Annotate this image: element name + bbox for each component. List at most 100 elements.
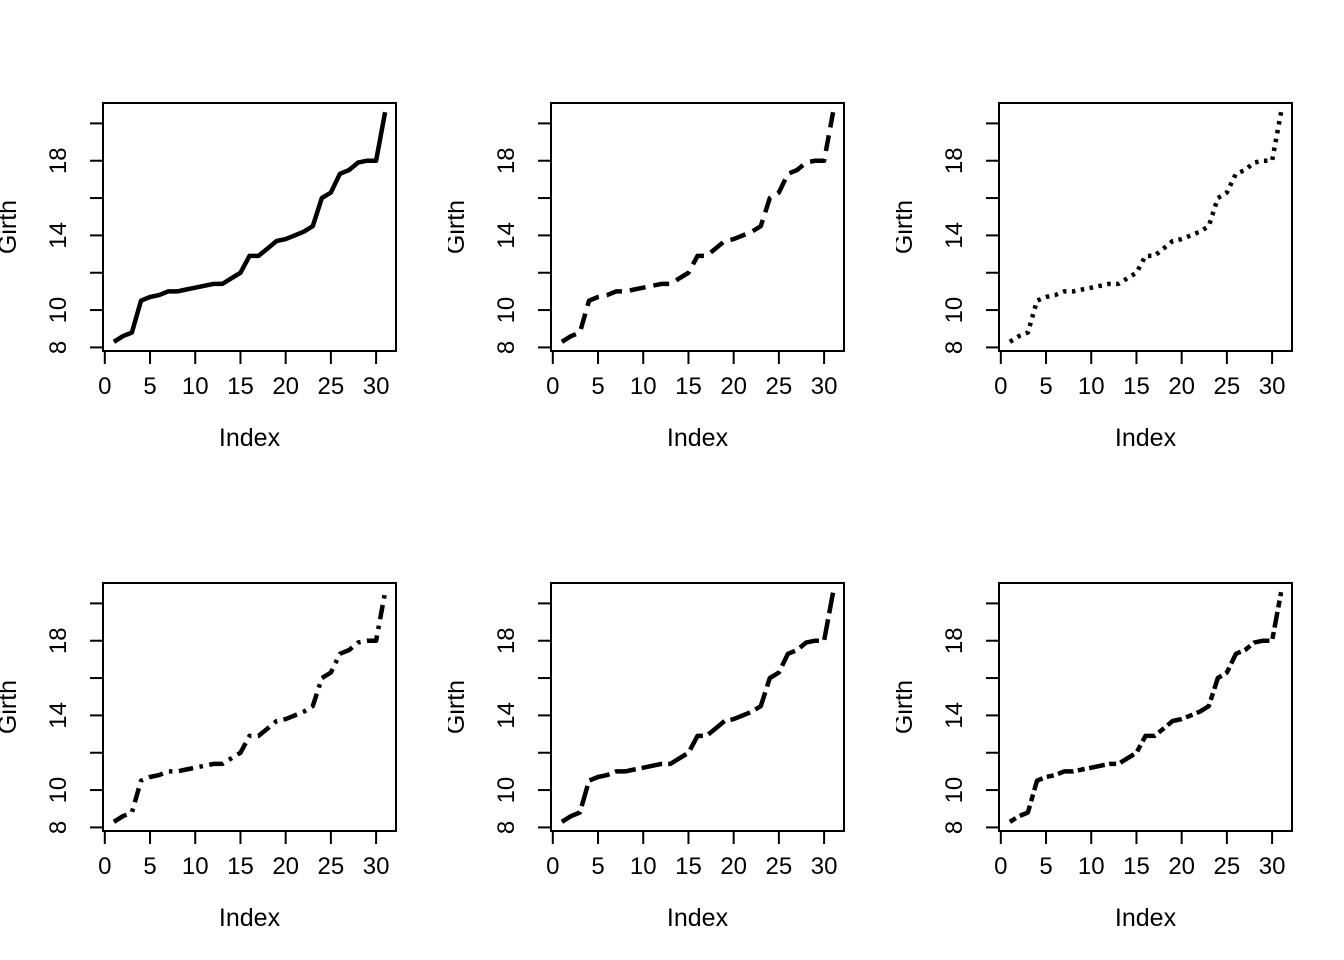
plot-svg-2: Index Girth 0 5 10 15 20 25 30 8 10 14 18 [448,102,845,452]
y-axis-title: Girth [0,680,22,734]
x-tick-label: 5 [591,373,604,400]
x-tick-label: 20 [272,373,299,400]
x-tick-label: 5 [591,853,604,880]
y-tick-label: 10 [45,297,72,324]
x-tick-label: 15 [227,853,254,880]
plot-box [998,582,1293,832]
x-tick-label: 15 [1123,853,1150,880]
x-tick-label: 25 [1214,853,1241,880]
x-tick-label: 5 [143,853,156,880]
x-tick-label: 5 [1039,853,1052,880]
x-tick-label: 15 [675,853,702,880]
y-tick-label: 10 [45,777,72,804]
x-tick-label: 25 [318,853,345,880]
x-tick-label: 15 [227,373,254,400]
plot-svg-3: Index Girth 0 5 10 15 20 25 30 8 10 14 18 [896,102,1293,452]
x-tick-label: 15 [1123,373,1150,400]
y-tick-label: 10 [941,777,968,804]
x-axis-title: Index [667,424,729,452]
x-tick-label: 0 [98,853,111,880]
y-tick-label: 14 [493,222,520,249]
x-tick-label: 30 [1259,373,1286,400]
plot-panel-2: Index Girth 0 5 10 15 20 25 30 8 10 14 18 [448,0,896,480]
x-tick-label: 30 [1259,853,1286,880]
x-tick-label: 10 [630,373,657,400]
y-tick-label: 8 [45,341,72,354]
y-tick-label: 10 [493,777,520,804]
girth-line-dashed [560,111,836,344]
plot-svg-1: Index Girth 0 5 10 15 20 25 30 8 10 14 18 [0,102,397,452]
y-tick-label: 14 [493,702,520,729]
x-tick-label: 25 [318,373,345,400]
plot-panel-3: Index Girth 0 5 10 15 20 25 30 8 10 14 18 [896,0,1344,480]
y-tick-label: 18 [493,627,520,654]
x-tick-label: 30 [363,373,390,400]
x-axis-title: Index [219,904,281,932]
x-tick-label: 25 [766,853,793,880]
x-tick-label: 10 [182,373,209,400]
x-axis-title: Index [667,904,729,932]
y-tick-label: 14 [45,702,72,729]
y-tick-label: 14 [941,702,968,729]
y-tick-label: 18 [941,147,968,174]
plot-panel-6: Index Girth 0 5 10 15 20 25 30 8 10 14 18 [896,480,1344,960]
x-tick-label: 0 [98,373,111,400]
x-tick-label: 25 [766,373,793,400]
y-tick-label: 8 [493,821,520,834]
y-tick-label: 10 [941,297,968,324]
y-axis-title: Girth [0,200,22,254]
plot-svg-4: Index Girth 0 5 10 15 20 25 30 8 10 14 18 [0,582,397,932]
y-tick-label: 14 [941,222,968,249]
plot-panel-1: Index Girth 0 5 10 15 20 25 30 8 10 14 18 [0,0,448,480]
y-axis-title: Girth [896,200,918,254]
girth-line-solid [112,111,388,344]
y-tick-label: 8 [941,821,968,834]
girth-line-longdash [560,591,836,824]
plot-box [998,102,1293,352]
x-tick-label: 30 [811,853,838,880]
x-axis-title: Index [219,424,281,452]
plot-box [550,102,845,352]
y-tick-label: 14 [45,222,72,249]
plot-svg-5: Index Girth 0 5 10 15 20 25 30 8 10 14 18 [448,582,845,932]
y-tick-label: 8 [493,341,520,354]
x-tick-label: 5 [143,373,156,400]
x-tick-label: 10 [630,853,657,880]
x-tick-label: 10 [1078,373,1105,400]
plot-panel-5: Index Girth 0 5 10 15 20 25 30 8 10 14 18 [448,480,896,960]
girth-line-twodash [1008,591,1284,824]
y-tick-label: 18 [493,147,520,174]
plot-panel-4: Index Girth 0 5 10 15 20 25 30 8 10 14 18 [0,480,448,960]
x-tick-label: 20 [272,853,299,880]
x-tick-label: 15 [675,373,702,400]
x-tick-label: 10 [182,853,209,880]
x-tick-label: 10 [1078,853,1105,880]
plot-box [550,582,845,832]
plot-svg-6: Index Girth 0 5 10 15 20 25 30 8 10 14 18 [896,582,1293,932]
y-tick-label: 18 [941,627,968,654]
y-tick-label: 8 [45,821,72,834]
x-tick-label: 0 [994,853,1007,880]
x-tick-label: 20 [1168,853,1195,880]
y-axis-title: Girth [896,680,918,734]
y-tick-label: 10 [493,297,520,324]
y-tick-label: 18 [45,627,72,654]
y-axis-title: Girth [448,680,470,734]
x-tick-label: 20 [720,853,747,880]
x-tick-label: 0 [546,853,559,880]
girth-line-dotted [1008,111,1284,344]
x-tick-label: 0 [546,373,559,400]
girth-line-dotdash [112,591,388,824]
x-tick-label: 25 [1214,373,1241,400]
x-tick-label: 0 [994,373,1007,400]
x-tick-label: 20 [720,373,747,400]
x-axis-title: Index [1115,424,1177,452]
x-tick-label: 20 [1168,373,1195,400]
y-tick-label: 18 [45,147,72,174]
plot-box [102,102,397,352]
x-tick-label: 30 [811,373,838,400]
plot-box [102,582,397,832]
x-axis-title: Index [1115,904,1177,932]
y-axis-title: Girth [448,200,470,254]
